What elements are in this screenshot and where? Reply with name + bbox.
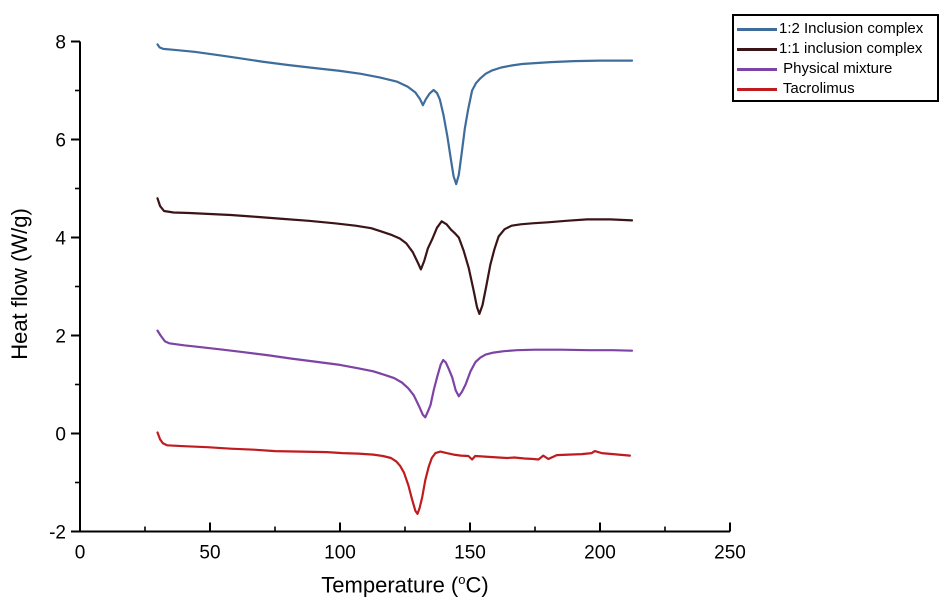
x-tick-label: 0: [75, 543, 86, 564]
x-axis-title-text: Temperature (: [321, 572, 459, 598]
legend-line-swatch: [737, 27, 777, 31]
curve-1-2-inclusion-complex: [156, 43, 634, 186]
y-axis-title: Heat flow (W/g): [7, 208, 32, 360]
y-tick-label: -2: [49, 523, 66, 544]
legend-item-1-1-inclusion-complex: 1:1 inclusion complex: [734, 39, 937, 59]
y-tick-label: 2: [55, 327, 66, 348]
x-axis-title-superscript: o: [458, 572, 466, 587]
legend-line-swatch: [737, 87, 777, 91]
curve-1-1-inclusion-complex: [156, 197, 634, 315]
x-axis-title: Temperature (oC): [80, 572, 730, 598]
legend-item-tacrolimus: Tacrolimus: [734, 79, 937, 99]
legend-item-physical-mixture: Physical mixture: [734, 59, 937, 79]
curve-physical-mixture: [156, 329, 634, 419]
x-tick-label: 100: [324, 543, 356, 564]
axis-lines: [79, 41, 730, 533]
y-tick-label: 6: [55, 131, 66, 152]
legend-item-label: Tacrolimus: [779, 80, 855, 97]
legend-line-swatch: [737, 67, 777, 71]
legend-item-1-2-inclusion-complex: 1:2 Inclusion complex: [734, 19, 937, 39]
x-tick-label: 150: [454, 543, 486, 564]
y-tick-label: 8: [55, 33, 66, 54]
x-tick-label: 250: [714, 543, 746, 564]
legend-item-label: 1:1 inclusion complex: [779, 40, 923, 57]
legend-item-label: Physical mixture: [779, 60, 893, 77]
y-tick-label: 0: [55, 425, 66, 446]
x-axis-title-unit: C): [465, 572, 489, 598]
legend: 1:2 Inclusion complex 1:1 inclusion compl…: [732, 14, 939, 102]
x-tick-label: 200: [584, 543, 616, 564]
legend-item-label: 1:2 Inclusion complex: [779, 20, 924, 37]
x-tick-label: 50: [199, 543, 220, 564]
y-tick-label: 4: [55, 229, 66, 250]
curve-tacrolimus: [156, 431, 631, 515]
legend-line-swatch: [737, 47, 777, 51]
